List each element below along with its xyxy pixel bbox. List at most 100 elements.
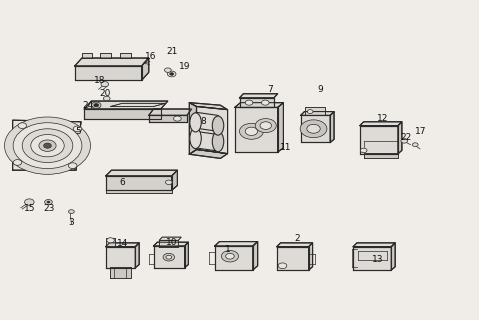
Polygon shape [106,238,115,247]
Polygon shape [235,108,278,152]
Polygon shape [391,243,395,270]
Polygon shape [189,149,228,158]
Text: 21: 21 [166,47,177,56]
Polygon shape [84,109,160,119]
Polygon shape [154,246,184,268]
Polygon shape [12,120,81,170]
Polygon shape [106,170,177,176]
Text: 22: 22 [400,133,411,142]
Circle shape [13,160,22,165]
Text: 24: 24 [82,101,93,110]
Polygon shape [353,243,395,247]
Text: 7: 7 [268,85,274,94]
Polygon shape [309,243,313,270]
Polygon shape [189,103,228,110]
Circle shape [44,143,51,148]
Circle shape [163,253,174,261]
Polygon shape [353,247,391,270]
Polygon shape [253,242,258,270]
Polygon shape [189,103,196,154]
Polygon shape [277,247,309,270]
Polygon shape [154,242,188,246]
Polygon shape [159,237,181,240]
Text: 17: 17 [415,127,427,136]
Circle shape [31,134,64,157]
Text: 16: 16 [146,52,157,61]
Polygon shape [306,108,325,116]
Text: 13: 13 [372,255,384,264]
Polygon shape [364,153,398,158]
Text: 12: 12 [377,114,388,123]
Polygon shape [278,103,284,152]
Text: 20: 20 [99,89,111,98]
Circle shape [173,116,181,121]
Circle shape [165,180,172,185]
Text: 15: 15 [23,204,35,213]
Circle shape [68,210,74,213]
Polygon shape [136,243,139,268]
Polygon shape [142,58,149,80]
Circle shape [221,251,239,262]
Circle shape [255,119,276,132]
Polygon shape [159,240,178,247]
Polygon shape [215,246,253,270]
Ellipse shape [212,131,224,152]
Polygon shape [84,101,168,109]
Circle shape [101,82,109,87]
Polygon shape [240,94,278,98]
Polygon shape [195,112,218,134]
Polygon shape [195,128,218,151]
Text: 14: 14 [117,239,128,248]
Circle shape [260,122,272,129]
Polygon shape [360,122,402,125]
Text: 18: 18 [94,76,106,85]
Polygon shape [196,107,228,154]
Circle shape [4,117,91,174]
Circle shape [45,199,52,204]
Circle shape [107,238,114,243]
Polygon shape [215,242,258,246]
Circle shape [300,120,327,138]
Circle shape [68,163,77,169]
Circle shape [167,71,176,77]
Circle shape [91,102,101,108]
Circle shape [170,73,173,75]
Polygon shape [110,267,131,278]
Circle shape [13,123,82,169]
Circle shape [103,96,110,101]
Circle shape [308,110,313,114]
Polygon shape [82,53,92,58]
Polygon shape [106,190,171,194]
Text: 1: 1 [225,245,230,254]
Circle shape [412,143,418,147]
Circle shape [360,148,367,153]
Circle shape [166,255,171,259]
Ellipse shape [190,113,201,132]
Polygon shape [301,112,334,116]
Text: 11: 11 [280,143,292,152]
Polygon shape [75,58,149,66]
Polygon shape [149,109,192,116]
Text: 8: 8 [201,117,206,126]
Polygon shape [330,112,334,142]
Text: 3: 3 [68,218,74,227]
Circle shape [18,123,27,129]
Text: 2: 2 [294,234,300,243]
Circle shape [39,140,56,151]
Circle shape [73,126,82,132]
Text: 23: 23 [44,204,55,213]
Circle shape [278,263,287,269]
Circle shape [226,253,234,259]
Text: 10: 10 [166,238,177,247]
Circle shape [24,199,34,205]
Circle shape [22,129,73,163]
Circle shape [164,68,171,72]
Polygon shape [277,243,313,247]
Circle shape [307,124,320,133]
Circle shape [262,100,269,105]
Polygon shape [111,103,165,107]
Polygon shape [75,66,142,80]
Polygon shape [398,122,402,154]
Circle shape [240,123,263,139]
Circle shape [245,100,253,105]
